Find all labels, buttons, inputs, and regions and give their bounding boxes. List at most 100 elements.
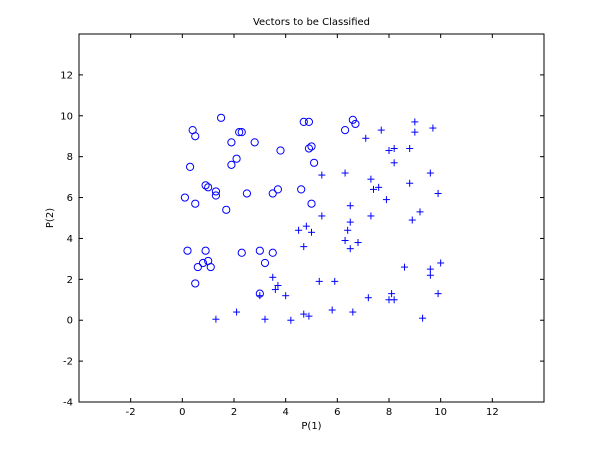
plus-point [341,236,349,244]
plus-point [308,228,315,236]
circle-point [237,248,246,257]
plus-point [318,171,326,179]
plus-point [385,147,393,155]
plus-point [429,124,437,132]
plus-point [382,196,390,204]
plus-point [377,126,385,134]
x-tick-label: 8 [386,407,392,418]
plus-point [390,159,398,167]
plus-point [426,169,434,177]
circle-point [180,193,190,202]
plus-point [315,277,323,285]
plus-point [419,314,427,322]
plus-point [406,144,414,152]
circle-point [237,128,246,137]
circle-point [250,138,259,147]
circle-point [304,144,314,153]
circle-point [204,183,213,192]
y-tick-label: 6 [67,193,73,204]
circle-point [227,160,236,169]
x-tick-label: 4 [282,407,288,418]
plus-point [328,306,336,314]
plus-point [406,179,414,187]
plus-point [346,218,354,226]
plus-point [375,183,383,191]
x-axis-label: P(1) [301,421,321,432]
circle-point [307,142,316,151]
plus-point [411,128,419,136]
y-tick-label: -4 [63,398,73,409]
ticks: -2 0 2 4 6 8 10 12 -4 -2 0 2 4 6 8 10 12 [60,34,544,418]
plus-point [362,134,370,142]
plus-point [426,265,434,273]
circle-point [183,246,192,255]
plus-point [434,290,442,298]
plus-point [269,273,277,281]
y-axis-label: P(2) [45,208,56,228]
circle-point [242,189,252,198]
plus-point [341,169,349,177]
circle-point [309,158,319,167]
plus-point [274,281,282,289]
plus-point [271,286,279,294]
circle-point [260,258,270,268]
circle-point [340,125,350,135]
plus-point [282,292,290,300]
plus-point [364,294,372,302]
circle-point [255,246,264,255]
plus-point [437,259,445,267]
y-tick-label: 10 [60,111,73,122]
circle-point [268,248,277,257]
circle-point [211,187,221,196]
plus-point [370,185,377,193]
plus-point [367,212,375,220]
circle-point [273,185,283,194]
plus-point [331,277,339,285]
circle-point [211,191,221,200]
plus-point [349,308,357,316]
circle-point [304,117,314,127]
plus-point [233,308,241,316]
y-tick-label: 8 [67,152,73,163]
plus-point [434,189,442,197]
plus-point [346,202,354,210]
circle-point [201,246,210,255]
plus-point [367,175,375,183]
circle-point [235,128,244,137]
y-tick-label: 0 [67,316,73,327]
circle-point [191,279,200,288]
data-points [180,113,445,324]
y-tick-label: 4 [67,234,73,245]
circle-point [201,181,210,190]
plus-point [295,226,303,234]
circle-point [307,199,316,208]
y-tick-label: 2 [67,275,73,286]
plus-point [411,118,419,126]
x-tick-label: 0 [179,407,185,418]
plus-point [390,144,398,152]
plus-point [305,312,313,320]
plus-point [344,226,352,234]
plus-point [212,315,220,323]
plus-point [416,208,424,216]
plus-point [408,216,416,224]
x-tick-label: -2 [126,407,136,418]
plus-point [261,315,269,323]
plus-point [318,212,326,220]
x-tick-label: 10 [434,407,447,418]
plus-point [401,263,408,271]
circle-point [227,138,236,147]
x-tick-label: 6 [334,407,340,418]
plus-point [256,292,264,300]
y-tick-label: -2 [63,357,73,368]
circle-point [222,205,231,214]
circle-point [276,146,285,155]
circle-point [299,117,308,127]
circle-point [268,189,277,198]
plus-point [302,222,310,230]
plus-point [354,239,362,247]
plus-point [287,316,295,324]
plus-point [426,271,434,279]
circle-point [206,262,215,272]
